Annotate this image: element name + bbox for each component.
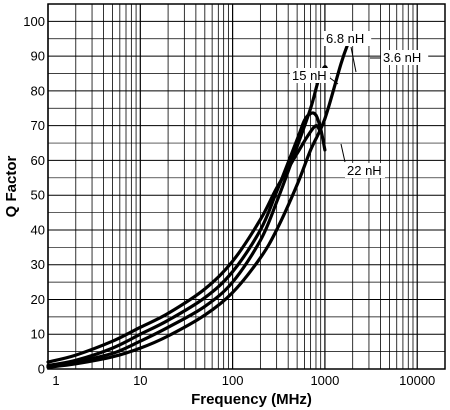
x-tick-label: 10	[133, 373, 147, 388]
series-line-15-nh	[46, 111, 327, 368]
y-axis-title: Q Factor	[3, 156, 20, 218]
series-line-6-8-nh	[46, 64, 331, 369]
x-tick-label: 1	[52, 373, 59, 388]
x-tick-label: 1000	[310, 373, 339, 388]
y-tick-label: 20	[31, 292, 45, 307]
curve-label: 6.8 nH	[326, 31, 364, 46]
curve-label-background	[290, 68, 330, 83]
y-tick-label: 100	[23, 14, 45, 29]
curve-label-leader	[340, 143, 346, 163]
curve-label: 22 nH	[347, 163, 382, 178]
x-tick-label: 10000	[399, 373, 435, 388]
y-tick-label: 50	[31, 188, 45, 203]
series-line-3-6-nh	[46, 40, 351, 369]
curve-label-leader	[350, 46, 357, 73]
x-tick-label: 100	[222, 373, 244, 388]
plot-frame	[47, 3, 446, 370]
curve-label: 15 nH	[292, 68, 327, 83]
y-tick-label: 0	[38, 362, 45, 377]
curve-label: 3.6 nH	[383, 50, 421, 65]
curve-label-leader	[329, 77, 339, 85]
y-tick-label: 10	[31, 327, 45, 342]
y-tick-label: 30	[31, 257, 45, 272]
y-tick-label: 80	[31, 83, 45, 98]
y-tick-label: 60	[31, 153, 45, 168]
y-tick-label: 70	[31, 118, 45, 133]
y-tick-label: 90	[31, 49, 45, 64]
y-tick-label: 40	[31, 222, 45, 237]
curve-label-background	[345, 163, 385, 178]
tick-labels: 1 10 100 1000 10000 0 10 20 30 40 50 60 70 80 90 100	[23, 14, 435, 388]
curve-label-background	[324, 31, 372, 46]
curve-labels: 6.8 nH 3.6 nH 15 nH 22 nH	[290, 31, 429, 178]
curve-label-background	[381, 50, 429, 65]
series-line-22-nh	[46, 124, 323, 364]
x-axis-title: Frequency (MHz)	[191, 391, 312, 408]
